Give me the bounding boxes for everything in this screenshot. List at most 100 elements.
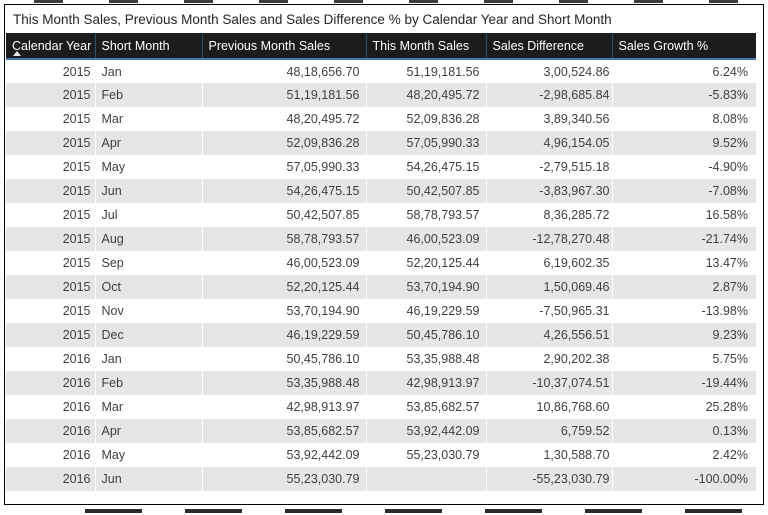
- cell-this-month-sales[interactable]: 52,20,125.44: [365, 251, 486, 275]
- cell-previous-month-sales[interactable]: 51,19,181.56: [201, 83, 366, 107]
- cell-previous-month-sales[interactable]: 48,20,495.72: [201, 107, 366, 131]
- cell-previous-month-sales[interactable]: 53,35,988.48: [201, 371, 366, 395]
- cell-calendar-year[interactable]: 2015: [62, 256, 91, 270]
- cell-previous-month-sales[interactable]: 58,78,793.57: [201, 227, 366, 251]
- cell-sales-growth[interactable]: 13.47%: [611, 251, 756, 275]
- cell-previous-month-sales[interactable]: 52,09,836.28: [201, 131, 366, 155]
- cell-short-month[interactable]: Jul: [94, 203, 202, 227]
- cell-sales-difference[interactable]: 3,00,524.86: [485, 59, 612, 83]
- cell-sales-difference[interactable]: 4,26,556.51: [485, 323, 612, 347]
- cell-sales-growth[interactable]: 2.42%: [611, 443, 756, 467]
- cell-this-month-sales[interactable]: 50,45,786.10: [365, 323, 486, 347]
- cell-calendar-year[interactable]: 2016: [6, 419, 95, 443]
- cell-previous-month-sales[interactable]: 53,92,442.09: [201, 443, 366, 467]
- cell-previous-month-sales[interactable]: 46,19,229.59: [201, 323, 366, 347]
- cell-sales-difference[interactable]: 8,36,285.72: [485, 203, 612, 227]
- cell-this-month-sales[interactable]: 53,85,682.57: [365, 395, 486, 419]
- cell-sales-growth[interactable]: 25.28%: [611, 395, 756, 419]
- cell-sales-difference[interactable]: 3,89,340.56: [485, 107, 612, 131]
- cell-calendar-year[interactable]: 2015: [6, 323, 95, 347]
- cell-previous-month-sales[interactable]: 52,20,125.44: [201, 275, 366, 299]
- cell-previous-month-sales[interactable]: 54,26,475.15: [201, 179, 366, 203]
- cell-this-month-sales[interactable]: 52,09,836.28: [365, 107, 486, 131]
- cell-previous-month-sales[interactable]: 53,85,682.57: [201, 419, 366, 443]
- cell-this-month-sales[interactable]: 58,78,793.57: [365, 203, 486, 227]
- cell-previous-month-sales[interactable]: 55,23,030.79: [201, 467, 366, 491]
- column-header-previous-month-sales[interactable]: Previous Month Sales: [201, 33, 366, 60]
- cell-short-month[interactable]: Feb: [94, 83, 202, 107]
- cell-short-month[interactable]: Apr: [94, 419, 202, 443]
- cell-previous-month-sales[interactable]: 50,45,786.10: [201, 347, 366, 371]
- cell-sales-difference[interactable]: -12,78,270.48: [485, 227, 612, 251]
- cell-this-month-sales[interactable]: 55,23,030.79: [365, 443, 486, 467]
- cell-sales-difference[interactable]: -10,37,074.51: [485, 371, 612, 395]
- cell-this-month-sales[interactable]: [365, 467, 486, 491]
- cell-short-month[interactable]: Mar: [94, 395, 202, 419]
- cell-sales-difference[interactable]: -7,50,965.31: [485, 299, 612, 323]
- cell-sales-growth[interactable]: -13.98%: [611, 299, 756, 323]
- cell-calendar-year[interactable]: 2015: [62, 208, 91, 222]
- cell-this-month-sales[interactable]: 46,19,229.59: [365, 299, 486, 323]
- cell-sales-growth[interactable]: -100.00%: [611, 467, 756, 491]
- cell-sales-difference[interactable]: 6,759.52: [485, 419, 612, 443]
- cell-this-month-sales[interactable]: 54,26,475.15: [365, 155, 486, 179]
- cell-calendar-year[interactable]: 2015: [62, 64, 91, 79]
- cell-short-month[interactable]: Oct: [94, 275, 202, 299]
- cell-this-month-sales[interactable]: 46,00,523.09: [365, 227, 486, 251]
- cell-short-month[interactable]: Jun: [94, 179, 202, 203]
- column-header-sales-growth[interactable]: Sales Growth %: [611, 33, 756, 60]
- cell-previous-month-sales[interactable]: 53,70,194.90: [201, 299, 366, 323]
- cell-this-month-sales[interactable]: 51,19,181.56: [365, 59, 486, 83]
- cell-short-month[interactable]: Jan: [94, 347, 202, 371]
- cell-this-month-sales[interactable]: 53,35,988.48: [365, 347, 486, 371]
- column-header-this-month-sales[interactable]: This Month Sales: [365, 33, 486, 60]
- cell-calendar-year[interactable]: 2015: [6, 131, 95, 155]
- cell-short-month[interactable]: May: [94, 155, 202, 179]
- cell-short-month[interactable]: Jan: [94, 59, 202, 83]
- cell-calendar-year[interactable]: 2016: [62, 400, 91, 414]
- cell-previous-month-sales[interactable]: 46,00,523.09: [201, 251, 366, 275]
- cell-previous-month-sales[interactable]: 42,98,913.97: [201, 395, 366, 419]
- cell-short-month[interactable]: Jun: [94, 467, 202, 491]
- cell-short-month[interactable]: Apr: [94, 131, 202, 155]
- cell-short-month[interactable]: Aug: [94, 227, 202, 251]
- cell-this-month-sales[interactable]: 57,05,990.33: [365, 131, 486, 155]
- cell-calendar-year[interactable]: 2015: [6, 227, 95, 251]
- cell-this-month-sales[interactable]: 50,42,507.85: [365, 179, 486, 203]
- cell-short-month[interactable]: Sep: [94, 251, 202, 275]
- cell-sales-growth[interactable]: 9.23%: [611, 323, 756, 347]
- cell-calendar-year[interactable]: 2016: [6, 371, 95, 395]
- cell-short-month[interactable]: Nov: [94, 299, 202, 323]
- cell-sales-difference[interactable]: -3,83,967.30: [485, 179, 612, 203]
- cell-calendar-year[interactable]: 2015: [6, 275, 95, 299]
- cell-sales-difference[interactable]: 6,19,602.35: [485, 251, 612, 275]
- cell-calendar-year[interactable]: 2016: [6, 467, 95, 491]
- cell-calendar-year[interactable]: 2016: [62, 448, 91, 462]
- cell-previous-month-sales[interactable]: 57,05,990.33: [201, 155, 366, 179]
- cell-sales-growth[interactable]: 6.24%: [611, 59, 756, 83]
- cell-sales-growth[interactable]: 16.58%: [611, 203, 756, 227]
- cell-sales-difference[interactable]: -55,23,030.79: [485, 467, 612, 491]
- cell-sales-growth[interactable]: 0.13%: [611, 419, 756, 443]
- cell-sales-difference[interactable]: -2,98,685.84: [485, 83, 612, 107]
- cell-sales-growth[interactable]: 2.87%: [611, 275, 756, 299]
- cell-this-month-sales[interactable]: 48,20,495.72: [365, 83, 486, 107]
- cell-sales-growth[interactable]: 5.75%: [611, 347, 756, 371]
- cell-calendar-year[interactable]: 2016: [62, 352, 91, 366]
- cell-sales-growth[interactable]: -7.08%: [611, 179, 756, 203]
- cell-sales-difference[interactable]: 1,50,069.46: [485, 275, 612, 299]
- cell-short-month[interactable]: Feb: [94, 371, 202, 395]
- cell-this-month-sales[interactable]: 53,92,442.09: [365, 419, 486, 443]
- cell-sales-growth[interactable]: -21.74%: [611, 227, 756, 251]
- cell-sales-growth[interactable]: -19.44%: [611, 371, 756, 395]
- cell-calendar-year[interactable]: 2015: [62, 112, 91, 126]
- cell-sales-growth[interactable]: -5.83%: [611, 83, 756, 107]
- cell-previous-month-sales[interactable]: 48,18,656.70: [201, 59, 366, 83]
- cell-this-month-sales[interactable]: 53,70,194.90: [365, 275, 486, 299]
- cell-sales-difference[interactable]: -2,79,515.18: [485, 155, 612, 179]
- cell-sales-growth[interactable]: -4.90%: [611, 155, 756, 179]
- cell-calendar-year[interactable]: 2015: [62, 304, 91, 318]
- cell-sales-growth[interactable]: 8.08%: [611, 107, 756, 131]
- cell-this-month-sales[interactable]: 42,98,913.97: [365, 371, 486, 395]
- cell-calendar-year[interactable]: 2015: [6, 83, 95, 107]
